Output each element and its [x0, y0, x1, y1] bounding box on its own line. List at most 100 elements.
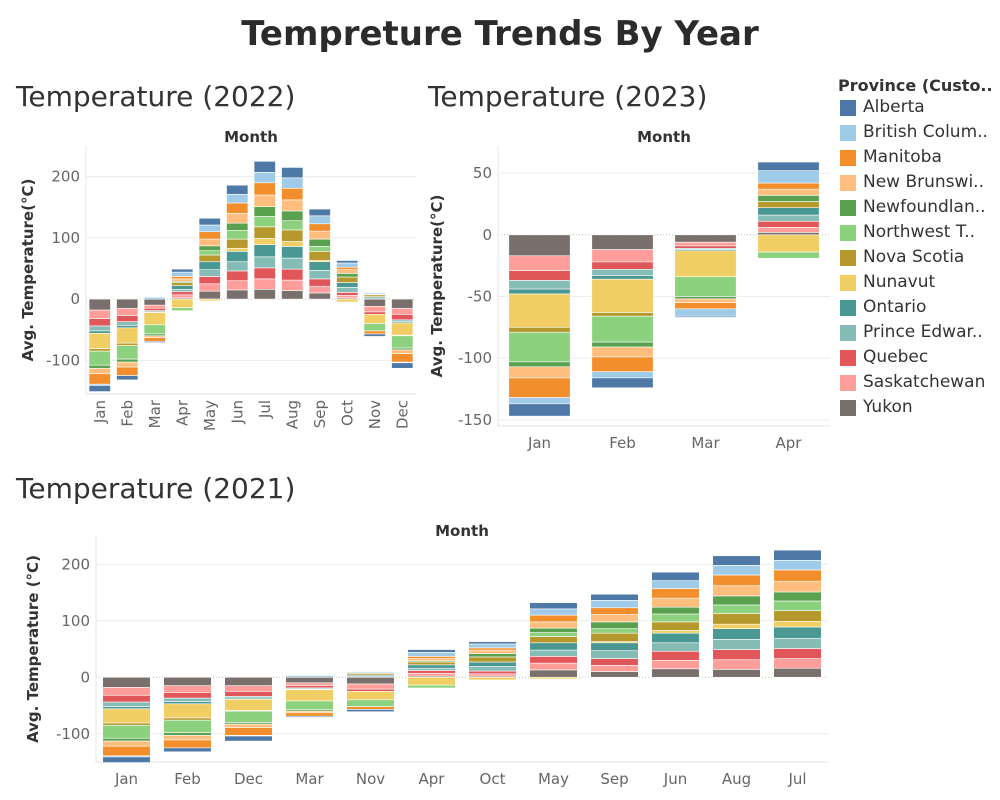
y-axis-label: Avg. Temperature (°C) [24, 555, 42, 743]
bar-segment [407, 672, 456, 677]
bar-segment [651, 588, 700, 599]
bar-segment [163, 685, 212, 693]
bar-segment [651, 660, 700, 670]
legend-swatch [840, 325, 856, 341]
bar-segment [253, 216, 276, 228]
legend-swatch [840, 100, 856, 116]
bar-segment [651, 642, 700, 652]
bar-segment [591, 341, 654, 348]
bar-segment [712, 628, 761, 640]
bar-segment [591, 371, 654, 379]
bar-segment [363, 333, 386, 337]
bar-segment [308, 261, 331, 271]
bar-segment [285, 712, 334, 717]
bar-segment [198, 269, 221, 277]
bar-segment [651, 668, 700, 678]
bar-segment [773, 591, 822, 602]
bar-segment [468, 649, 517, 654]
bar-segment [143, 307, 166, 312]
bar-segment [468, 666, 517, 672]
bar-segment [590, 632, 639, 642]
bar-segment [102, 701, 151, 707]
bar-segment [102, 740, 151, 747]
bar-segment [773, 600, 822, 611]
x-tick-label: Jul [787, 770, 806, 788]
bar-segment [171, 278, 194, 282]
legend-label: Northwest T.. [863, 222, 976, 242]
bar-segment [171, 268, 194, 273]
bar-segment [407, 676, 456, 686]
bar-segment [674, 308, 737, 317]
bar-segment [407, 684, 456, 689]
bar-segment [590, 671, 639, 678]
x-tick-label: Mar [295, 770, 324, 788]
legend-swatch [840, 200, 856, 216]
legend-swatch [840, 275, 856, 291]
y-tick-label: 200 [51, 168, 80, 186]
bar-segment [88, 318, 111, 327]
y-tick-label: -100 [46, 351, 80, 369]
x-tick-label: Feb [174, 770, 201, 788]
legend-swatch [840, 400, 856, 416]
bar-segment [116, 327, 139, 344]
bar-segment [363, 323, 386, 332]
legend-swatch [840, 225, 856, 241]
bar-segment [88, 364, 111, 369]
legend-swatch [840, 350, 856, 366]
bar-segment [281, 177, 304, 189]
bar-segment [674, 234, 737, 243]
bar-segment [391, 362, 414, 369]
bar-segment [508, 377, 571, 398]
bar-segment [253, 288, 276, 300]
bar-segment [468, 656, 517, 663]
bar-segment [88, 298, 111, 311]
bar-segment [285, 676, 334, 684]
bar-segment [391, 322, 414, 336]
bar-segment [757, 207, 820, 216]
bar-segment [591, 356, 654, 373]
bar-segment [757, 170, 820, 184]
bar-segment [253, 194, 276, 207]
bar-segment [590, 600, 639, 609]
bar-segment [308, 270, 331, 280]
bar-segment [363, 298, 386, 307]
bar-segment [198, 290, 221, 300]
x-tick-label: Nov [356, 770, 385, 788]
bar-segment [102, 737, 151, 742]
x-tick-label: Jan [91, 400, 109, 424]
bar-segment [226, 194, 249, 204]
bar-segment [116, 345, 139, 360]
bar-segment [590, 665, 639, 672]
chart-title: Temperature (2023) [428, 80, 708, 113]
bar-segment [591, 315, 654, 343]
bar-segment [529, 627, 578, 633]
bar-segment [773, 667, 822, 678]
bar-segment [407, 661, 456, 666]
bar-segment [281, 257, 304, 270]
bar-segment [281, 290, 304, 300]
legend-label: British Colum.. [863, 122, 988, 142]
bar-segment [226, 222, 249, 231]
bar-segment [651, 632, 700, 644]
bar-segment [224, 685, 273, 692]
bar-segment [407, 667, 456, 671]
bar-segment [591, 275, 654, 280]
bar-segment [391, 307, 414, 315]
bar-segment [224, 710, 273, 723]
bar-segment [308, 215, 331, 225]
bar-segment [281, 279, 304, 291]
bar-segment [143, 324, 166, 335]
bar-segment [651, 571, 700, 581]
bar-segment [336, 282, 359, 288]
column-header: Month [637, 128, 691, 146]
bar-segment [226, 213, 249, 224]
bar-segment [163, 701, 212, 705]
bar-segment [336, 292, 359, 296]
bar-segment [651, 597, 700, 608]
bar-segment [336, 269, 359, 274]
bar-segment [336, 287, 359, 293]
bar-segment [757, 182, 820, 190]
bar-segment [468, 676, 517, 681]
bar-segment [407, 658, 456, 662]
bar-segment [674, 315, 737, 318]
